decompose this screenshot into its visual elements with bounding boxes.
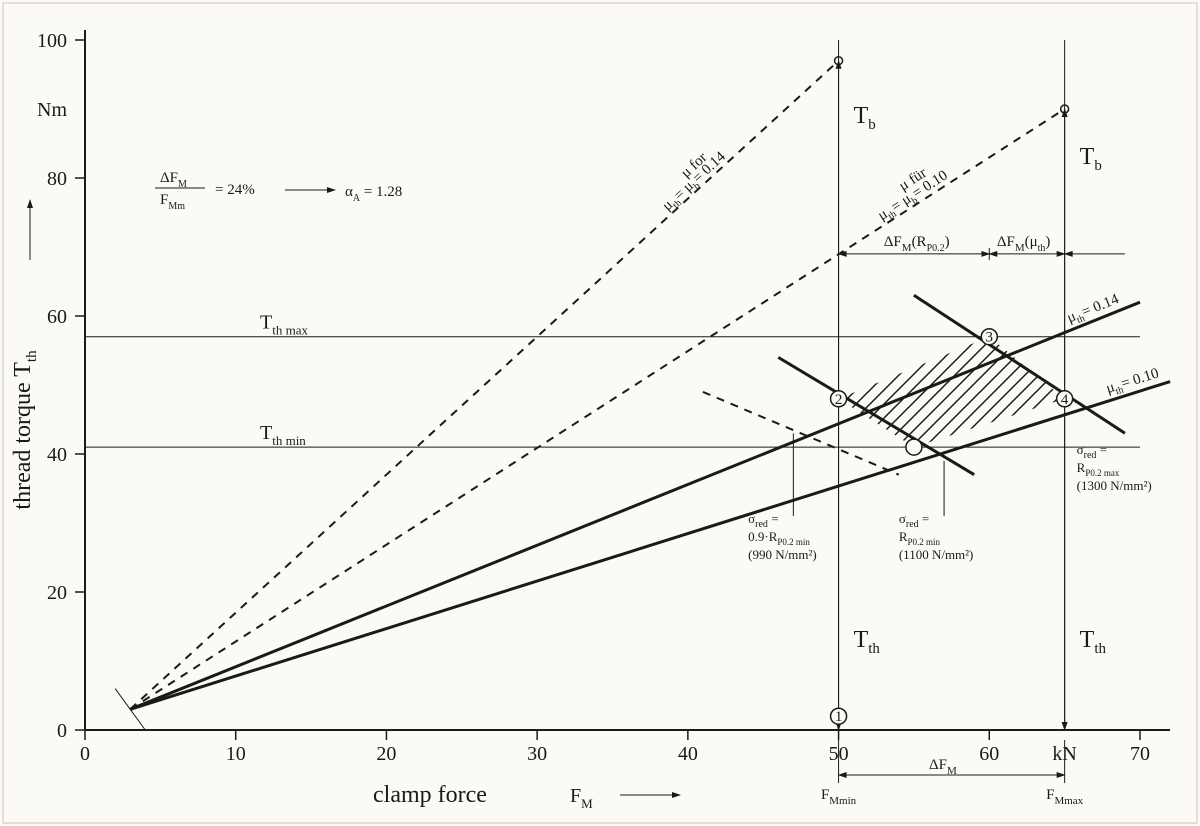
svg-text:2: 2 <box>835 392 843 408</box>
svg-text:70: 70 <box>1130 743 1150 765</box>
svg-text:0: 0 <box>80 743 90 765</box>
mu_0.14_dashed <box>130 61 838 710</box>
svg-text:ΔFM(μth): ΔFM(μth) <box>997 234 1051 254</box>
svg-text:= 24%: = 24% <box>215 182 255 198</box>
svg-text:μth= 0.14: μth= 0.14 <box>1065 291 1123 329</box>
svg-text:20: 20 <box>47 582 67 604</box>
svg-text:σred =: σred = <box>899 511 929 530</box>
svg-text:0: 0 <box>57 720 67 742</box>
svg-text:40: 40 <box>47 444 67 466</box>
svg-text:Tth: Tth <box>1080 627 1107 657</box>
svg-text:FMmax: FMmax <box>1046 787 1084 807</box>
svg-text:RP0.2 max: RP0.2 max <box>1077 460 1120 478</box>
svg-text:80: 80 <box>47 168 67 190</box>
mu_0.10_solid <box>130 382 1170 710</box>
plot-area: 010203040506070kN020406080100Nmclamp for… <box>3 3 1197 823</box>
svg-text:Tb: Tb <box>1080 144 1102 174</box>
mu_0.14_solid <box>130 302 1140 709</box>
svg-text:10: 10 <box>226 743 246 765</box>
svg-text:Tth: Tth <box>854 627 881 657</box>
svg-text:FMmin: FMmin <box>821 787 857 807</box>
svg-text:FM: FM <box>570 785 593 811</box>
svg-text:thread torque Tth: thread torque Tth <box>10 350 40 510</box>
svg-text:RP0.2 min: RP0.2 min <box>899 529 941 547</box>
svg-text:0.9·RP0.2 min: 0.9·RP0.2 min <box>748 529 810 547</box>
svg-text:Tth min: Tth min <box>260 422 306 448</box>
svg-text:60: 60 <box>979 743 999 765</box>
svg-text:60: 60 <box>47 306 67 328</box>
svg-text:ΔFM: ΔFM <box>929 757 957 777</box>
svg-text:σred =: σred = <box>748 511 778 530</box>
svg-text:(990 N/mm²): (990 N/mm²) <box>748 547 817 562</box>
svg-text:ΔFM(RP0.2): ΔFM(RP0.2) <box>884 234 950 254</box>
svg-text:Nm: Nm <box>37 99 67 121</box>
svg-text:40: 40 <box>678 743 698 765</box>
svg-text:ΔFM: ΔFM <box>160 170 187 190</box>
torque-clampforce-chart: 010203040506070kN020406080100Nmclamp for… <box>0 0 1200 826</box>
svg-text:3: 3 <box>986 330 994 346</box>
svg-text:Tth max: Tth max <box>260 312 308 338</box>
svg-text:100: 100 <box>37 30 67 52</box>
svg-text:FMm: FMm <box>160 192 185 212</box>
svg-text:20: 20 <box>376 743 396 765</box>
svg-text:(1300 N/mm²): (1300 N/mm²) <box>1077 478 1152 493</box>
svg-text:(1100 N/mm²): (1100 N/mm²) <box>899 547 974 562</box>
svg-text:4: 4 <box>1061 392 1069 408</box>
svg-text:αA = 1.28: αA = 1.28 <box>345 184 402 204</box>
svg-text:30: 30 <box>527 743 547 765</box>
svg-text:clamp force: clamp force <box>373 782 487 808</box>
svg-text:1: 1 <box>835 709 843 725</box>
svg-text:σred =: σred = <box>1077 442 1107 461</box>
svg-text:Tb: Tb <box>854 103 876 133</box>
